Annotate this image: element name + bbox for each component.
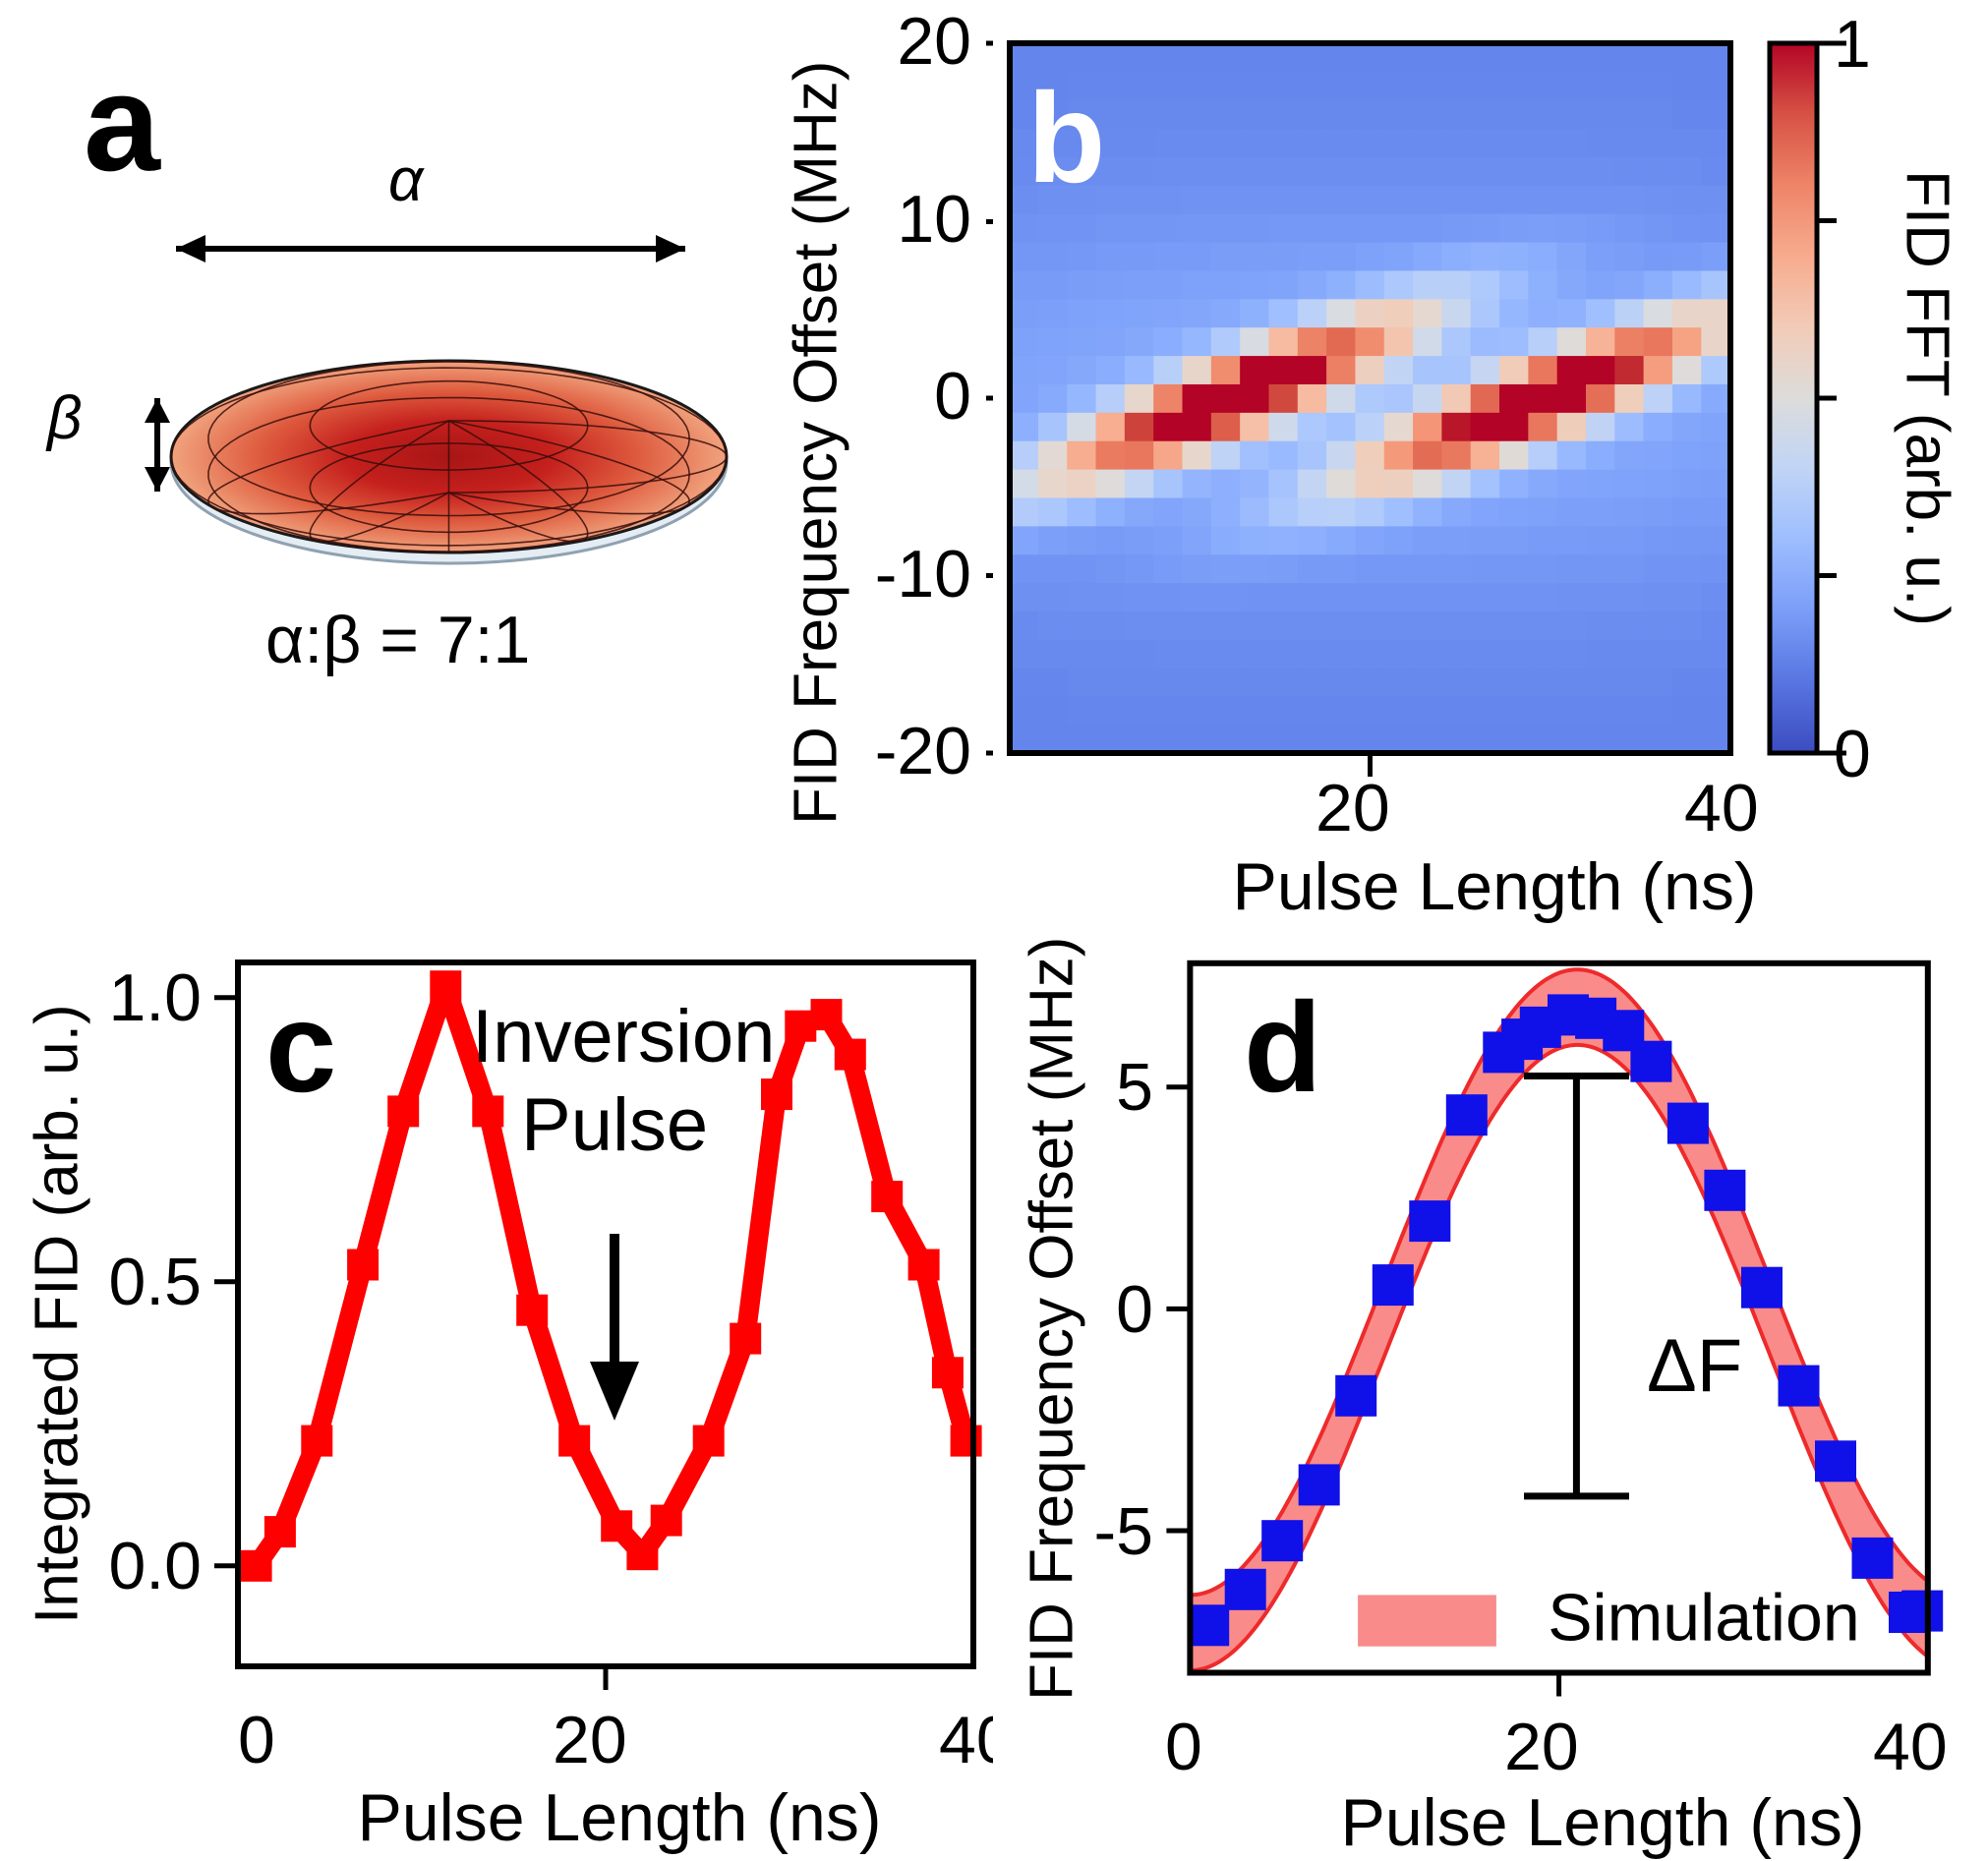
svg-text:Inversion: Inversion xyxy=(472,995,775,1078)
svg-text:20: 20 xyxy=(1316,771,1390,845)
svg-text:20: 20 xyxy=(1504,1710,1579,1784)
svg-text:0: 0 xyxy=(238,1703,275,1777)
svg-text:c: c xyxy=(265,975,336,1119)
svg-text:20: 20 xyxy=(553,1703,627,1777)
svg-text:0: 0 xyxy=(1165,1710,1202,1784)
svg-text:-10: -10 xyxy=(875,537,971,611)
svg-text:-5: -5 xyxy=(1094,1494,1153,1569)
svg-text:1: 1 xyxy=(1834,7,1871,82)
svg-text:20: 20 xyxy=(897,4,971,79)
svg-text:5: 5 xyxy=(1116,1050,1153,1125)
svg-text:0: 0 xyxy=(1834,717,1871,791)
svg-text:Pulse: Pulse xyxy=(521,1083,708,1167)
svg-text:40: 40 xyxy=(1684,771,1759,845)
svg-text:0.5: 0.5 xyxy=(108,1245,202,1319)
svg-text:0.0: 0.0 xyxy=(108,1529,202,1603)
svg-text:d: d xyxy=(1244,975,1321,1119)
svg-text:40: 40 xyxy=(1873,1710,1948,1784)
svg-text:-20: -20 xyxy=(875,714,971,788)
svg-text:b: b xyxy=(1027,66,1105,209)
svg-text:40: 40 xyxy=(939,1703,993,1777)
svg-text:Simulation: Simulation xyxy=(1548,1581,1860,1656)
svg-text:ΔF: ΔF xyxy=(1647,1324,1742,1408)
svg-text:1.0: 1.0 xyxy=(108,960,202,1035)
svg-text:0: 0 xyxy=(934,359,971,434)
svg-text:10: 10 xyxy=(897,182,971,257)
svg-text:0: 0 xyxy=(1116,1272,1153,1347)
